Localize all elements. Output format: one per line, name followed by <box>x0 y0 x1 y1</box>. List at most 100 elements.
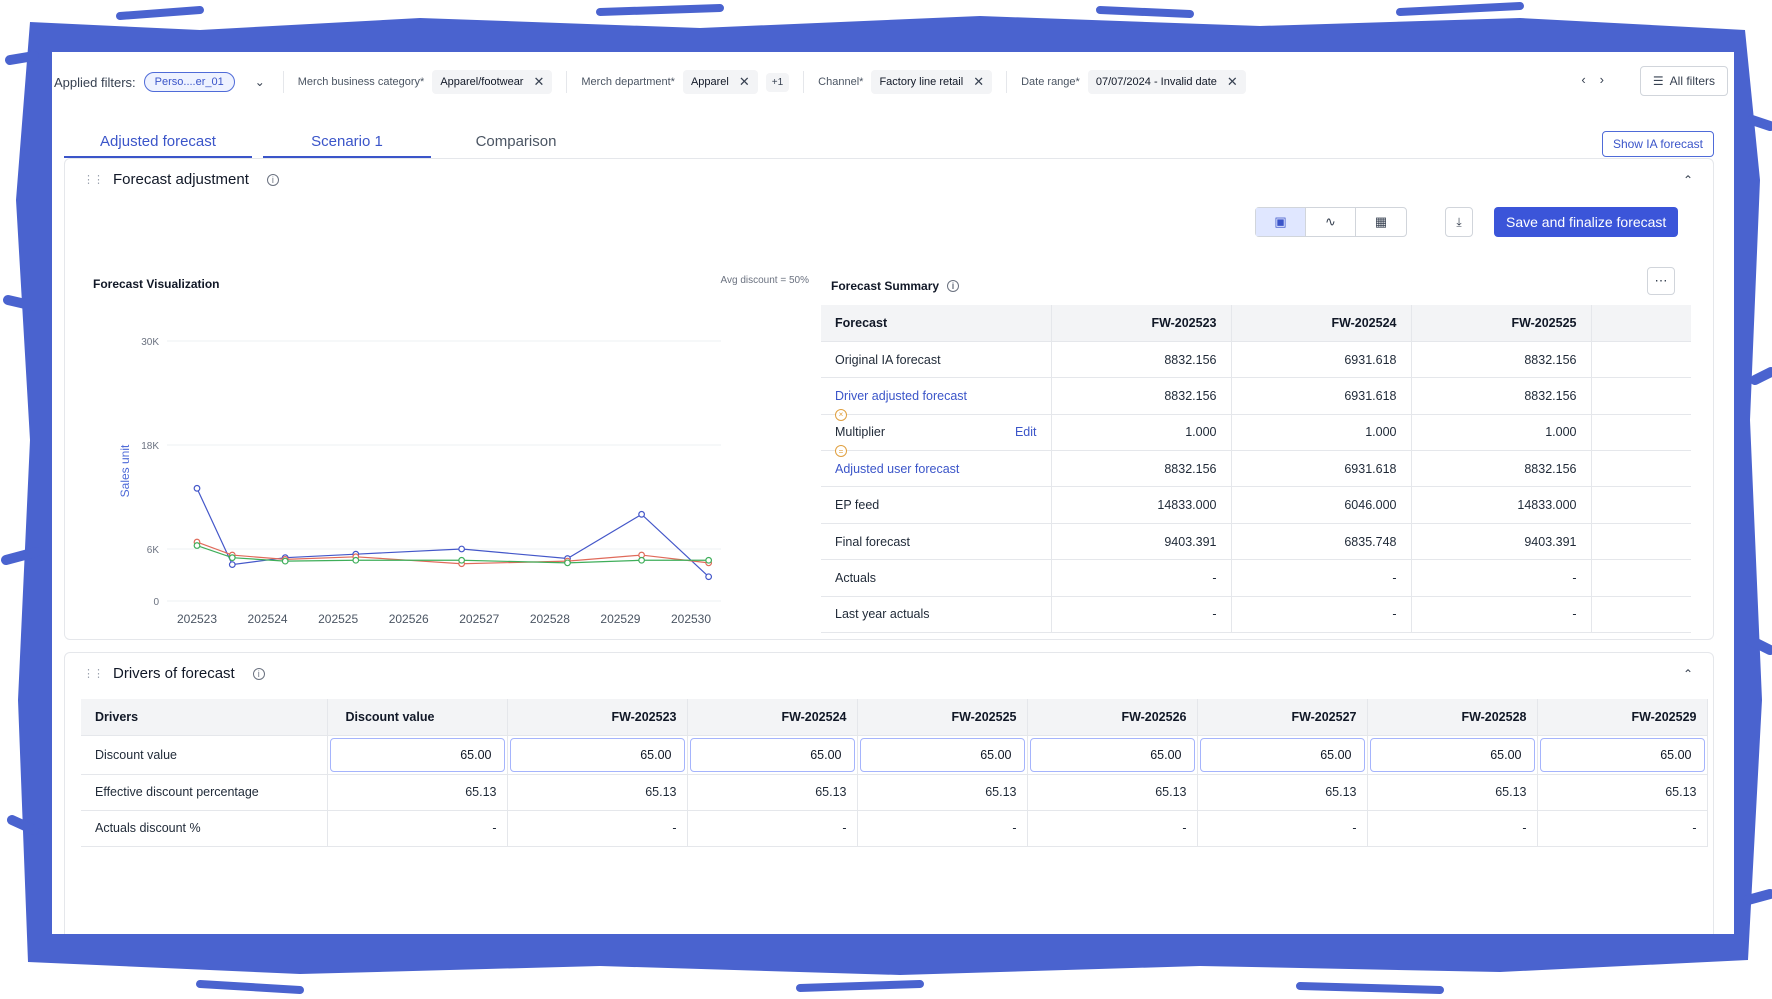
value-cell: 14833.000 <box>1051 486 1232 524</box>
filter-chip-label: Factory line retail <box>879 76 964 88</box>
download-icon[interactable]: ⤓ <box>1445 207 1473 237</box>
filter-chip-date-range[interactable]: 07/07/2024 - Invalid date ✕ <box>1087 70 1246 94</box>
filter-chip-department[interactable]: Apparel ✕ <box>682 70 758 94</box>
table-row: Multiplier Edit × 1.000 1.000 1.000 <box>821 408 1691 452</box>
row-label[interactable]: Adjusted user forecast <box>835 461 960 476</box>
data-point <box>458 545 466 553</box>
value-cell: - <box>857 810 1028 847</box>
x-tick-label: 202530 <box>671 612 711 626</box>
discount-value-input[interactable]: 65.00 <box>859 737 1025 772</box>
value-cell: - <box>1027 810 1198 847</box>
series-line-1 <box>196 488 710 578</box>
blank-cell <box>1591 596 1691 634</box>
info-icon[interactable]: i <box>252 667 265 680</box>
table-row: Actuals - - - <box>821 559 1691 597</box>
close-icon[interactable]: ✕ <box>1226 74 1238 89</box>
chevron-up-icon[interactable]: ⌃ <box>1682 667 1693 681</box>
panel-header: ⋮⋮ Forecast adjustment i <box>83 171 279 188</box>
close-icon[interactable]: ✕ <box>533 74 545 89</box>
table-icon[interactable]: ▦ <box>1374 214 1388 229</box>
data-point <box>705 573 713 581</box>
blank-cell <box>1591 414 1691 452</box>
value-cell: 14833.000 <box>1411 486 1592 524</box>
column-header: FW-202527 <box>1197 699 1368 736</box>
filter-name: Merch department* <box>581 76 675 88</box>
discount-input-cell: 65.00 <box>1537 735 1708 775</box>
value-cell: - <box>1411 596 1592 634</box>
chart-title: Forecast Visualization <box>93 277 220 291</box>
drag-handle-icon[interactable]: ⋮⋮ <box>83 174 104 186</box>
save-finalize-button[interactable]: Save and finalize forecast <box>1494 207 1679 237</box>
value-cell: 65.13 <box>1027 774 1198 811</box>
line-chart-icon[interactable]: ∿ <box>1306 208 1356 236</box>
filter-name: Merch business category* <box>297 76 425 88</box>
data-point <box>228 561 236 569</box>
close-icon[interactable]: ✕ <box>738 74 750 89</box>
value-cell: - <box>1231 559 1412 597</box>
column-header: FW-202528 <box>1367 699 1538 736</box>
column-header: FW-202523 <box>507 699 688 736</box>
filter-chip-channel[interactable]: Factory line retail ✕ <box>871 70 993 94</box>
discount-input-cell: 65.00 <box>857 735 1028 775</box>
filter-bar: Applied filters: Perso....er_01 ⌄ Merch … <box>52 52 1734 112</box>
value-cell: 65.13 <box>1537 774 1708 811</box>
tab-bar: Adjusted forecast Scenario 1 Comparison <box>64 128 601 158</box>
table-row: Original IA forecast 8832.156 6931.618 8832… <box>821 341 1691 379</box>
table-row: Adjusted user forecast = 8832.156 6931.618 8… <box>821 445 1691 488</box>
row-label-cell: Multiplier Edit × <box>821 408 1052 452</box>
person-filter-pill[interactable]: Perso....er_01 <box>143 72 235 92</box>
table-row: EP feed 14833.000 6046.000 14833.000 <box>821 486 1691 524</box>
row-label[interactable]: Driver adjusted forecast <box>835 388 968 403</box>
blank-cell <box>1591 377 1691 415</box>
tab-scenario-1[interactable]: Scenario 1 <box>263 128 431 158</box>
divider <box>1006 71 1008 93</box>
column-header: FW-202529 <box>1537 699 1708 736</box>
forecast-adjustment-panel: ⋮⋮ Forecast adjustment i ⌃ ▣ ∿ ▦ ⤓ Save … <box>64 158 1714 640</box>
drag-handle-icon[interactable]: ⋮⋮ <box>83 668 104 680</box>
discount-value-input[interactable]: 65.00 <box>689 737 855 772</box>
chevron-up-icon[interactable]: ⌃ <box>1682 173 1693 187</box>
tab-adjusted-forecast[interactable]: Adjusted forecast <box>64 128 252 158</box>
y-axis-label: Sales unit <box>118 444 132 497</box>
card-view-icon[interactable]: ▣ <box>1256 208 1306 236</box>
filter-chip-category[interactable]: Apparel/footwear ✕ <box>432 70 553 94</box>
series-line-3 <box>196 544 709 564</box>
row-label-cell: Final forecast <box>821 523 1052 561</box>
all-filters-button[interactable]: ☰ All filters <box>1639 66 1728 96</box>
row-label: Multiplier <box>835 425 886 440</box>
filter-name: Date range* <box>1021 76 1080 88</box>
data-point <box>458 556 466 564</box>
edit-multiplier-link[interactable]: Edit <box>1014 425 1037 440</box>
close-icon[interactable]: ✕ <box>973 74 985 89</box>
show-ia-forecast-button[interactable]: Show IA forecast <box>1601 131 1714 157</box>
table-row: Final forecast 9403.391 6835.748 9403.391 <box>821 523 1691 561</box>
discount-value-input[interactable]: 65.00 <box>1539 737 1705 772</box>
discount-input-cell: 65.00 <box>507 735 688 775</box>
value-cell: - <box>1051 596 1232 634</box>
row-label: Final forecast <box>835 534 911 549</box>
row-label-cell[interactable]: Driver adjusted forecast <box>821 377 1052 415</box>
chevron-right-icon[interactable]: › <box>1599 72 1604 87</box>
chevron-down-icon[interactable]: ⌄ <box>254 75 265 89</box>
value-cell: 1.000 <box>1231 414 1412 452</box>
discount-value-input[interactable]: 65.00 <box>509 737 685 772</box>
data-point <box>281 557 289 565</box>
discount-value-input[interactable]: 65.00 <box>1369 737 1535 772</box>
y-tick-label: 0 <box>153 597 159 608</box>
column-header: Forecast <box>821 305 1052 342</box>
discount-value-input[interactable]: 65.00 <box>1199 737 1365 772</box>
info-icon[interactable]: i <box>947 280 960 292</box>
value-cell: - <box>1367 810 1538 847</box>
tab-comparison[interactable]: Comparison <box>475 133 557 150</box>
discount-value-input[interactable]: 65.00 <box>329 737 505 772</box>
chevron-left-icon[interactable]: ‹ <box>1581 72 1586 87</box>
more-options-icon[interactable]: ⋯ <box>1647 267 1675 295</box>
more-filters-badge[interactable]: +1 <box>765 72 790 92</box>
column-header: Discount value <box>327 699 508 736</box>
discount-value-input[interactable]: 65.00 <box>1029 737 1195 772</box>
value-cell: 9403.391 <box>1051 523 1232 561</box>
row-label-cell: Original IA forecast <box>821 341 1052 379</box>
row-label-cell[interactable]: Adjusted user forecast = <box>821 445 1052 488</box>
info-icon[interactable]: i <box>266 173 279 186</box>
blank-cell <box>1591 341 1691 379</box>
